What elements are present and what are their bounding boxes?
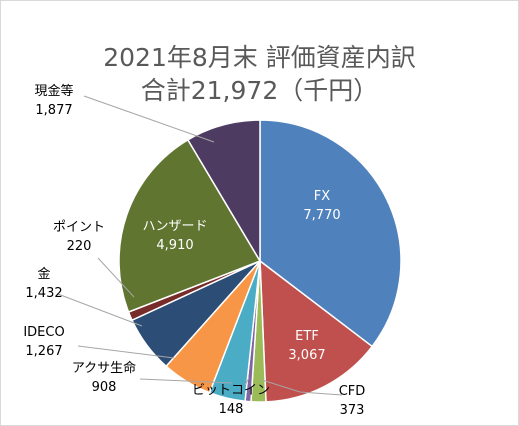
pie-slice-8 xyxy=(118,138,262,313)
leader-line-3 xyxy=(244,377,250,386)
slice-label-name-6: 金 xyxy=(37,266,50,282)
slice-label-name-2: CFD xyxy=(339,384,366,399)
slice-label-value-5: 1,267 xyxy=(25,344,62,359)
slice-label-name-4: アクサ生命 xyxy=(72,360,136,376)
slice-label-value-3: 148 xyxy=(219,402,244,417)
slice-label-name-7: ポイント xyxy=(53,220,105,235)
slice-label-value-8: 4,910 xyxy=(156,238,193,253)
slice-label-value-0: 7,770 xyxy=(303,208,340,223)
slice-label-name-0: FX xyxy=(314,189,330,204)
pie-slice-0 xyxy=(259,119,402,348)
leader-line-7 xyxy=(97,257,135,298)
slice-label-name-8: ハンザード xyxy=(142,219,207,234)
leader-line-5 xyxy=(77,345,175,359)
leader-line-4 xyxy=(139,378,233,384)
leader-line-2 xyxy=(261,379,343,396)
chart-title: 2021年8月末 評価資産内訳 xyxy=(103,43,416,72)
leader-line-9 xyxy=(83,95,215,143)
chart-subtitle: 合計21,972（千円） xyxy=(140,76,379,105)
pie-slice-9 xyxy=(186,119,261,264)
slice-label-value-1: 3,067 xyxy=(288,348,325,363)
slice-label-value-6: 1,432 xyxy=(25,286,62,301)
pie-slice-1 xyxy=(259,259,374,403)
slice-label-name-9: 現金等 xyxy=(34,83,73,99)
slice-label-value-4: 908 xyxy=(92,380,117,395)
slice-label-name-1: ETF xyxy=(295,329,319,344)
leader-line-6 xyxy=(57,293,143,327)
slice-label-name-3: ビットコイン xyxy=(192,383,270,398)
slice-label-name-5: IDECO xyxy=(23,325,64,340)
slice-label-value-7: 220 xyxy=(67,239,92,254)
slice-label-value-2: 373 xyxy=(340,403,365,418)
slice-label-value-9: 1,877 xyxy=(35,103,72,118)
